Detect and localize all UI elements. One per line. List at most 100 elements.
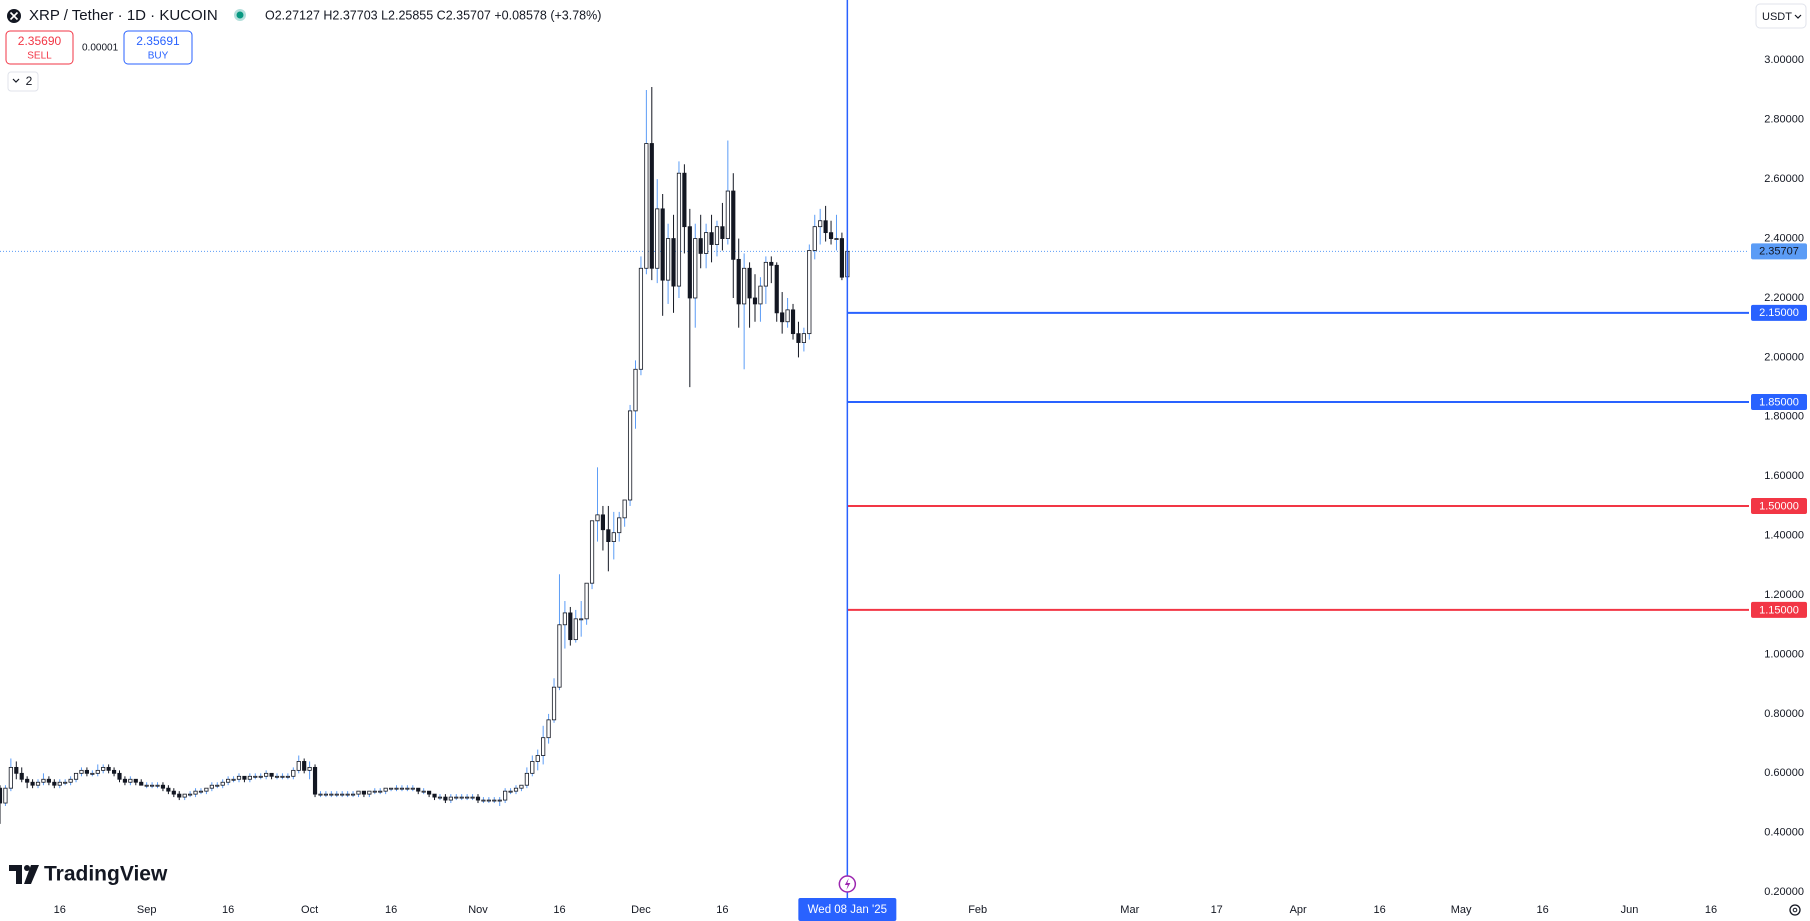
candle-body: [95, 769, 100, 774]
chart-title: XRP / Tether · 1D · KUCOIN: [29, 7, 218, 24]
logo-mark: [24, 865, 39, 884]
sell-label: SELL: [27, 51, 52, 62]
candle-body: [720, 226, 725, 239]
candle-body: [90, 772, 95, 775]
candle-body: [465, 796, 470, 799]
y-tick-label: 1.80000: [1764, 411, 1804, 423]
x-tick-label: 17: [1211, 904, 1223, 916]
candle-body: [497, 799, 502, 802]
gear[interactable]: [1789, 904, 1801, 916]
candle-body: [264, 772, 269, 777]
y-tick-label: 0.40000: [1764, 827, 1804, 839]
candle-body: [8, 766, 13, 789]
price-tag: [1751, 393, 1807, 410]
candle-body: [350, 793, 356, 796]
y-tick-label: 2.60000: [1764, 173, 1804, 185]
candle-body: [215, 784, 220, 787]
candle-body: [421, 790, 426, 793]
indicators-box[interactable]: [7, 71, 39, 92]
candle-body: [399, 787, 405, 790]
x-tick-label: Jun: [1621, 904, 1639, 916]
logo-mark: [24, 865, 30, 871]
candle-body: [541, 737, 546, 756]
currency-dropdown[interactable]: USDT: [1755, 3, 1807, 29]
candle-body: [666, 238, 671, 281]
y-tick-label: 1.20000: [1764, 589, 1804, 601]
candle-body: [801, 333, 806, 343]
candle-body: [725, 190, 730, 239]
axis-labels: 0.20000 0.40000 0.60000 0.80000 1.00000 1.200…: [54, 54, 1807, 921]
candle-body: [763, 261, 768, 287]
candle-body: [551, 686, 557, 721]
candle-body: [160, 784, 166, 789]
price-tag: [1751, 497, 1807, 514]
spread: 0.00001: [82, 43, 119, 54]
candle-body: [73, 772, 79, 780]
candle-body: [220, 781, 225, 786]
settings-icon[interactable]: [1789, 904, 1801, 916]
candle-body: [562, 612, 567, 626]
candle-body: [752, 297, 758, 305]
candle-body: [443, 796, 448, 801]
candle-body: [101, 766, 106, 771]
candle-body: [209, 784, 214, 789]
date-tag: [798, 898, 897, 921]
candle-body: [638, 267, 644, 370]
candle-body: [617, 517, 622, 534]
buy-label: BUY: [148, 51, 169, 62]
candle-body: [367, 790, 372, 795]
buy-button[interactable]: 2.35691 BUY: [123, 30, 193, 65]
candle-body: [584, 582, 589, 620]
buy-box[interactable]: [123, 30, 193, 65]
price-tag: [1751, 304, 1807, 321]
x-tick-label: Feb: [968, 904, 987, 916]
symbol-icon-glyph: [9, 11, 19, 21]
candle-body: [394, 787, 399, 790]
candle-body: [796, 333, 801, 343]
candle-body: [405, 787, 410, 790]
chevron: [12, 78, 20, 83]
candle-body: [633, 368, 638, 412]
candle-body: [291, 769, 296, 777]
candle-body: [627, 410, 633, 501]
x-tick-label: 16: [222, 904, 234, 916]
indicators-toggle[interactable]: 2: [7, 71, 39, 92]
candle-body: [182, 793, 187, 798]
price-axis: [1749, 0, 1810, 921]
candle-body: [318, 793, 323, 796]
candle-body: [655, 208, 660, 269]
candle-body: [133, 778, 138, 783]
candle-body: [177, 793, 182, 798]
candle-body: [568, 612, 573, 641]
candle-body: [557, 624, 562, 688]
sell-button[interactable]: 2.35690 SELL: [5, 30, 74, 65]
candle-body: [3, 787, 8, 804]
y-tick-label: 2.20000: [1764, 292, 1804, 304]
candle-body: [828, 232, 834, 239]
candle-body: [481, 799, 486, 802]
candle-body: [475, 796, 481, 801]
candle-body: [19, 772, 24, 780]
candle-body: [573, 618, 578, 641]
candle-body: [644, 143, 649, 269]
logo-text: TradingView: [44, 863, 168, 886]
candle-body: [780, 312, 785, 323]
x-tick-label: 16: [54, 904, 66, 916]
candle-body: [0, 787, 3, 804]
candle-body: [579, 618, 584, 621]
candle-body: [704, 232, 709, 254]
candle-body: [807, 250, 812, 335]
price-tag-label: 2.15000: [1759, 307, 1799, 319]
candle-body: [774, 264, 779, 314]
candle-body: [122, 778, 128, 783]
candle-body: [204, 787, 209, 792]
candle-body: [589, 520, 595, 584]
currency-box[interactable]: [1755, 3, 1807, 29]
candle-body: [524, 772, 529, 786]
candle-body: [769, 261, 774, 266]
sell-box[interactable]: [5, 30, 74, 65]
gear-center: [1792, 907, 1798, 913]
candle-body: [198, 790, 204, 793]
candle-body: [25, 778, 30, 783]
